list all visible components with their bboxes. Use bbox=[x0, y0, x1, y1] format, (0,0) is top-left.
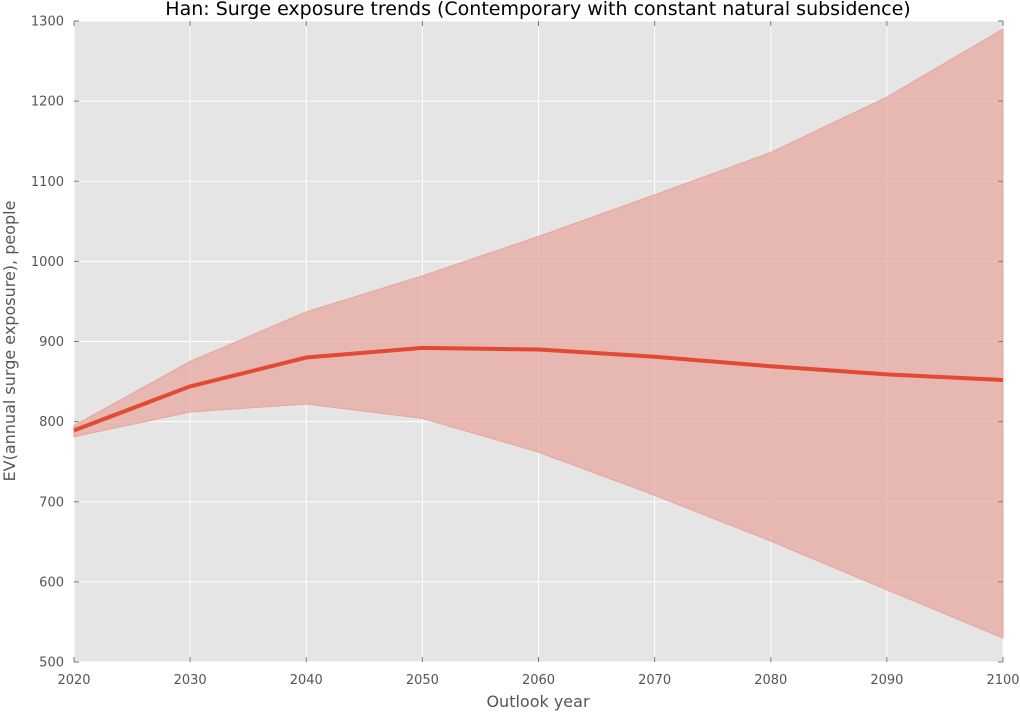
y-tick-label: 800 bbox=[39, 415, 64, 430]
chart-title: Han: Surge exposure trends (Contemporary… bbox=[165, 0, 910, 20]
x-tick-label: 2020 bbox=[57, 673, 90, 688]
confidence-band-layer bbox=[73, 28, 1004, 639]
x-axis-label: Outlook year bbox=[486, 692, 590, 711]
y-axis-label: EV(annual surge exposure), people bbox=[0, 201, 19, 482]
x-tick-label: 2030 bbox=[174, 673, 207, 688]
uncertainty-band bbox=[73, 28, 1004, 639]
x-tick-label: 2080 bbox=[754, 673, 787, 688]
y-tick-label: 900 bbox=[39, 335, 64, 350]
y-tick-label: 1100 bbox=[31, 175, 64, 190]
y-tick-label: 700 bbox=[39, 495, 64, 510]
x-tick-label: 2070 bbox=[638, 673, 671, 688]
tick-layer: 2020 2030 2040 2050 2060 2070 2080 2090 2100 500 6… bbox=[31, 15, 1020, 689]
y-tick-label: 1000 bbox=[31, 255, 64, 270]
series-line bbox=[73, 345, 1004, 433]
x-tick-label: 2100 bbox=[986, 673, 1019, 688]
y-tick-label: 1200 bbox=[31, 95, 64, 110]
y-tick-label: 1300 bbox=[31, 15, 64, 30]
x-tick-label: 2060 bbox=[522, 673, 555, 688]
y-tick-label: 600 bbox=[39, 575, 64, 590]
y-tick-label: 500 bbox=[39, 656, 64, 671]
x-tick-label: 2040 bbox=[290, 673, 323, 688]
series-line-layer bbox=[73, 345, 1004, 433]
x-tick-label: 2050 bbox=[406, 673, 439, 688]
x-tick-label: 2090 bbox=[870, 673, 903, 688]
